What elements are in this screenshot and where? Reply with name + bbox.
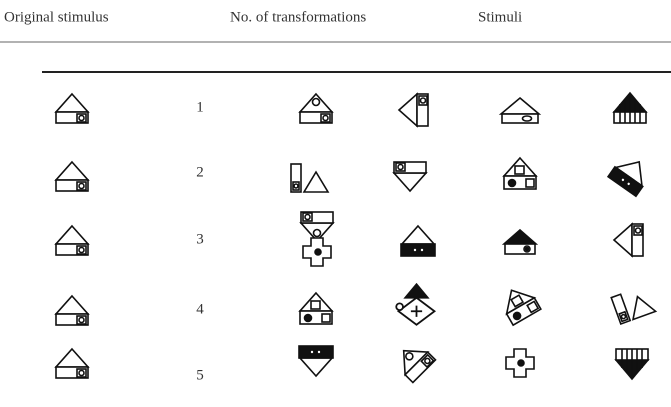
column-header: No. of transformations	[230, 9, 366, 25]
stimulus-icon	[500, 97, 540, 124]
stimulus-icon	[503, 157, 537, 190]
stimulus-icon	[613, 92, 647, 124]
stimulus-icon	[398, 93, 429, 127]
stimulus-icon	[55, 348, 89, 379]
row-number: 5	[196, 367, 204, 383]
column-header: Original stimulus	[4, 9, 109, 25]
stimulus-icon	[55, 295, 89, 326]
stimulus-icon	[610, 284, 657, 325]
stimulus-icon	[55, 161, 89, 192]
stimulus-icon	[55, 93, 89, 124]
stimulus-icon	[299, 292, 333, 325]
stimulus-icon	[299, 93, 333, 124]
row-number: 4	[196, 301, 204, 317]
stimulus-icon	[503, 229, 537, 255]
row-number: 3	[196, 231, 204, 247]
stimulus-icon	[395, 283, 436, 326]
stimulus-icon	[615, 348, 649, 380]
stimulus-icon	[300, 211, 334, 242]
stimulus-icon	[496, 281, 542, 326]
stimulus-icon	[298, 345, 334, 377]
stimulus-icon	[302, 237, 332, 267]
stimulus-icon	[400, 225, 436, 257]
stimulus-icon	[607, 151, 654, 198]
row-number: 1	[196, 99, 204, 115]
stimulus-icon	[55, 225, 89, 256]
stimulus-icon	[613, 223, 644, 257]
row-number: 2	[196, 164, 204, 180]
stimulus-icon	[505, 348, 535, 378]
column-header: Stimuli	[478, 9, 522, 25]
stimulus-icon	[391, 338, 437, 384]
stimulus-icon	[290, 163, 329, 193]
stimulus-icon	[393, 161, 427, 192]
